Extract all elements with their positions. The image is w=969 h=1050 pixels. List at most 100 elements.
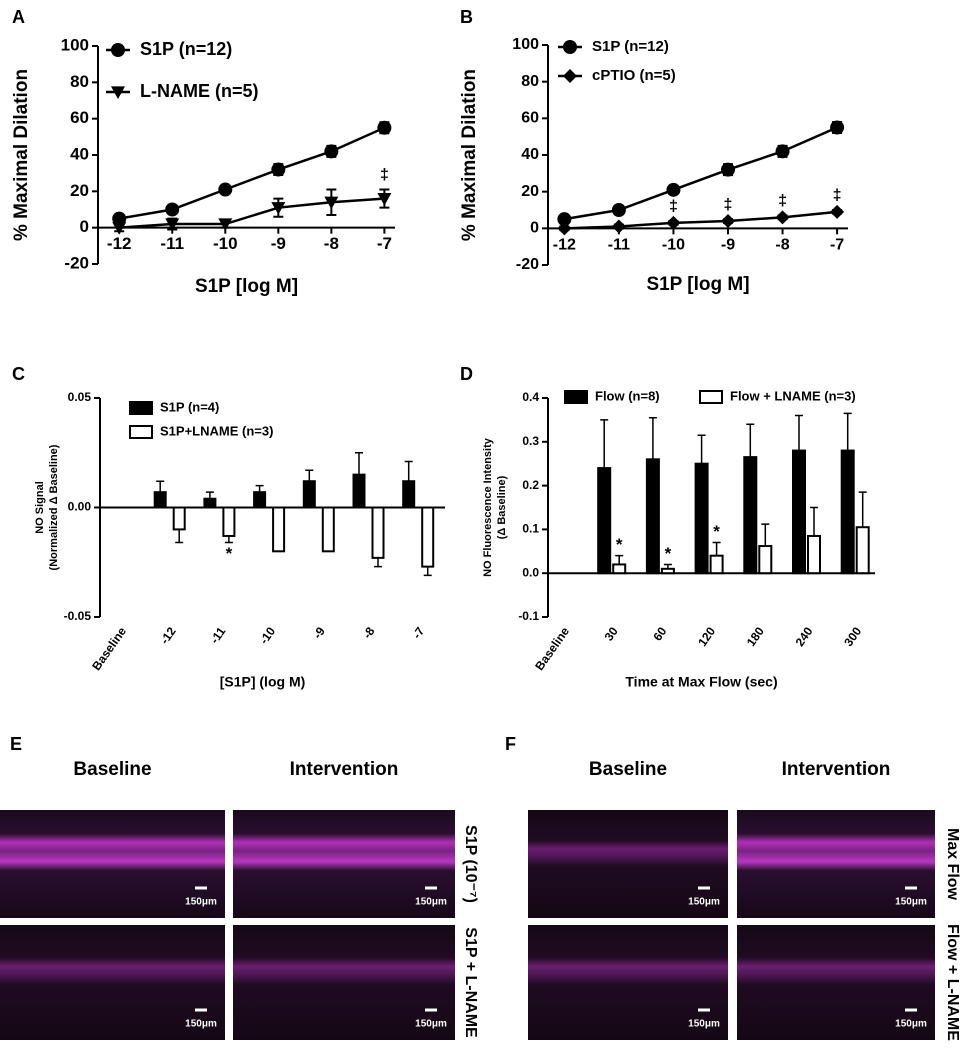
x-tick-label: 120: [695, 624, 718, 649]
marker: [165, 202, 180, 217]
error-bar: [697, 434, 706, 464]
marker: [112, 222, 127, 235]
y-tick-label: 0.4: [522, 390, 539, 404]
annotation: ‡: [833, 187, 842, 204]
marker: [721, 214, 735, 228]
x-tick-label: -9: [271, 234, 286, 253]
error-bar: [843, 412, 852, 451]
column-title: Intervention: [290, 759, 399, 780]
bar: [321, 506, 335, 553]
x-tick-label: Baseline: [532, 624, 572, 673]
error-bar: [305, 469, 314, 482]
x-tick-label: 300: [841, 624, 864, 649]
x-tick-label: -7: [377, 234, 392, 253]
annotation: *: [713, 522, 720, 541]
marker: [218, 182, 233, 197]
micrograph: [528, 810, 728, 918]
error-bar: [600, 419, 609, 469]
y-tick-label: 0.2: [522, 478, 539, 492]
marker: [557, 221, 572, 236]
bar: [272, 506, 286, 553]
x-axis-title: S1P [log M]: [646, 274, 749, 295]
error-bar: [404, 460, 413, 482]
marker: [563, 40, 577, 54]
row-title: S1P (10⁻⁷): [462, 825, 479, 903]
legend-swatch: [564, 390, 588, 404]
micrograph: [233, 810, 455, 918]
bar: [645, 458, 660, 575]
scale-label: 150μm: [185, 1019, 217, 1030]
legend-label: cPTIO (n=5): [592, 67, 676, 84]
marker: [666, 182, 681, 197]
row-title: Max Flow: [944, 828, 961, 901]
error-bar: [648, 416, 657, 460]
x-axis-title: [S1P] (log M): [220, 674, 306, 690]
micrograph: [737, 925, 935, 1040]
x-tick-label: -12: [157, 624, 179, 647]
bar: [792, 449, 806, 575]
bar: [203, 497, 217, 509]
x-tick-label: -7: [410, 624, 428, 641]
bar: [612, 563, 627, 575]
y-axis-title: NO Fluorescence Intensity: [482, 437, 494, 577]
y-tick-label: 0.0: [522, 565, 539, 579]
annotation: *: [226, 544, 233, 563]
x-tick-label: -10: [257, 624, 279, 647]
marker: [563, 69, 577, 83]
bar: [597, 467, 612, 575]
annotation: *: [616, 535, 623, 554]
error-bar: [761, 523, 770, 547]
error-bar: [175, 529, 184, 544]
bar: [153, 491, 167, 509]
marker: [165, 218, 180, 232]
y-tick-label: 20: [521, 183, 539, 200]
x-tick-label: -7: [830, 237, 844, 254]
y-tick-label: -0.1: [518, 609, 539, 623]
panel-letter: A: [12, 7, 25, 27]
micrograph: [0, 925, 225, 1040]
legend-label: L-NAME (n=5): [140, 81, 259, 101]
x-tick-label: 180: [744, 624, 767, 649]
error-bar: [858, 491, 867, 528]
micrograph: [233, 925, 455, 1040]
y-axis-title: (Δ Baseline): [496, 475, 508, 539]
x-tick-label: -9: [721, 237, 735, 254]
error-bar: [615, 554, 624, 565]
panel-letter: B: [460, 7, 473, 27]
bar: [352, 473, 366, 509]
y-tick-label: -0.05: [64, 609, 92, 623]
x-tick-label: 30: [602, 624, 621, 643]
legend-label: S1P (n=4): [160, 399, 219, 414]
marker: [377, 120, 392, 135]
y-axis-title: % Maximal Dilation: [11, 69, 32, 241]
marker: [611, 203, 626, 217]
y-tick-label: 0.1: [522, 522, 539, 536]
legend-swatch: [699, 390, 723, 404]
marker: [111, 86, 125, 99]
bar: [840, 449, 855, 575]
legend-label: Flow (n=8): [595, 388, 660, 403]
annotation: ‡: [724, 196, 733, 213]
y-tick-label: -20: [64, 253, 89, 272]
bar: [694, 462, 709, 575]
error-bar: [205, 491, 214, 499]
column-title: Baseline: [73, 759, 151, 780]
y-tick-label: -20: [516, 256, 539, 273]
scale-label: 150μm: [415, 897, 447, 908]
bar: [402, 480, 416, 509]
bar: [709, 554, 724, 575]
x-tick-label: 240: [793, 624, 816, 649]
marker: [666, 215, 681, 230]
y-tick-label: 0.3: [522, 434, 539, 448]
series-line: [119, 197, 385, 229]
panel-letter: C: [12, 364, 25, 384]
marker: [111, 43, 125, 57]
x-tick-label: -11: [207, 624, 228, 646]
y-tick-label: 20: [70, 181, 89, 200]
error-bar: [255, 484, 264, 493]
x-tick-label: -8: [324, 234, 339, 253]
x-tick-label: -10: [213, 234, 238, 253]
scale-label: 150μm: [688, 897, 720, 908]
y-axis-title: (Normalized Δ Baseline): [48, 444, 60, 570]
y-tick-label: 60: [521, 110, 539, 127]
